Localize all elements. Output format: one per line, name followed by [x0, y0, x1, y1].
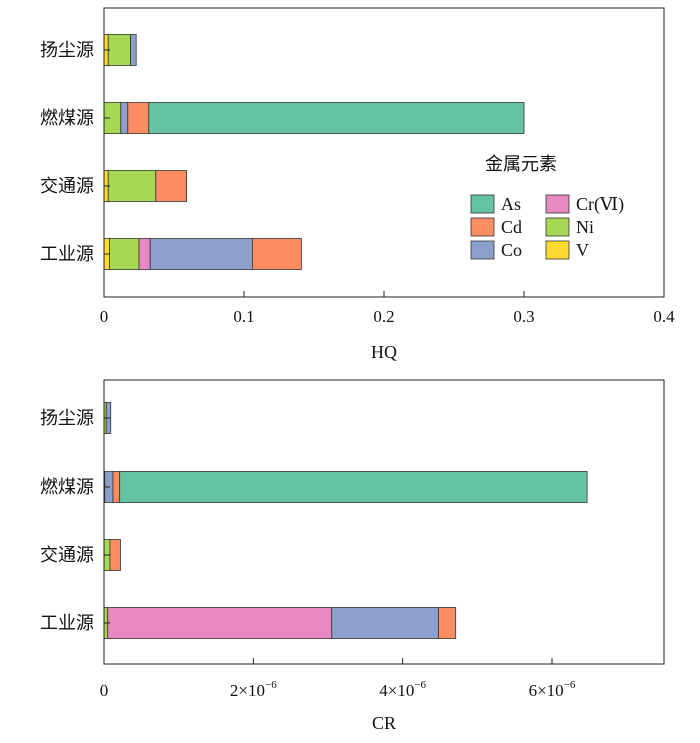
- category-label: 工业源: [40, 244, 94, 265]
- legend-swatch-as: [470, 194, 495, 214]
- bar-crvi-4: [138, 238, 151, 270]
- category-label: 交通源: [40, 176, 94, 197]
- bar-ni-3: [107, 170, 157, 202]
- x-axis-label: CR: [372, 713, 396, 733]
- x-tick-label: 0: [100, 307, 109, 326]
- x-tick-label: 6×10−6: [529, 679, 576, 700]
- bar-co-1: [130, 34, 137, 66]
- category-label: 燃煤源: [40, 108, 94, 129]
- x-tick-label: 0.1: [233, 307, 254, 326]
- bar-cd-4: [251, 238, 302, 270]
- legend-label-ni: Ni: [576, 217, 594, 237]
- bar-crvi-4: [107, 607, 333, 639]
- category-label: 燃煤源: [40, 477, 94, 498]
- legend-label-v: V: [576, 240, 589, 260]
- legend-label-co: Co: [501, 240, 522, 260]
- bar-co-4: [331, 607, 439, 639]
- legend-swatch-co: [470, 240, 495, 260]
- legend-swatch-crvi: [545, 194, 570, 214]
- x-axis-label: HQ: [371, 342, 397, 362]
- x-tick-label: 0.4: [653, 307, 675, 326]
- bar-cd-2: [127, 102, 150, 134]
- x-tick-label: 0.3: [513, 307, 534, 326]
- x-tick-label: 0: [100, 681, 109, 700]
- plot-frame: [103, 379, 665, 665]
- bar-cd-3: [109, 539, 121, 571]
- category-label: 扬尘源: [40, 40, 94, 61]
- category-label: 工业源: [40, 613, 94, 634]
- bar-as-2: [119, 471, 588, 503]
- x-tick-label: 4×10−6: [379, 679, 426, 700]
- legend: 金属元素 As Cr(Ⅵ) Cd Ni Co V: [470, 154, 624, 260]
- category-label: 交通源: [40, 545, 94, 566]
- legend-swatch-cd: [470, 217, 495, 237]
- bar-co-4: [149, 238, 253, 270]
- legend-label-cd: Cd: [501, 217, 522, 237]
- bar-cd-4: [438, 607, 457, 639]
- bar-ni-1: [107, 34, 131, 66]
- legend-swatch-ni: [545, 217, 570, 237]
- x-tick-label: 2×10−6: [230, 679, 277, 700]
- bar-cd-2: [112, 471, 121, 503]
- bar-co-2: [120, 102, 129, 134]
- bar-as-2: [148, 102, 525, 134]
- category-label: 扬尘源: [40, 408, 94, 429]
- legend-label-crvi: Cr(Ⅵ): [576, 194, 624, 215]
- x-tick-label: 0.2: [373, 307, 394, 326]
- legend-swatch-v: [545, 240, 570, 260]
- bar-ni-4: [109, 238, 140, 270]
- bar-cd-3: [155, 170, 188, 202]
- legend-label-as: As: [501, 194, 521, 214]
- legend-title: 金属元素: [485, 154, 557, 175]
